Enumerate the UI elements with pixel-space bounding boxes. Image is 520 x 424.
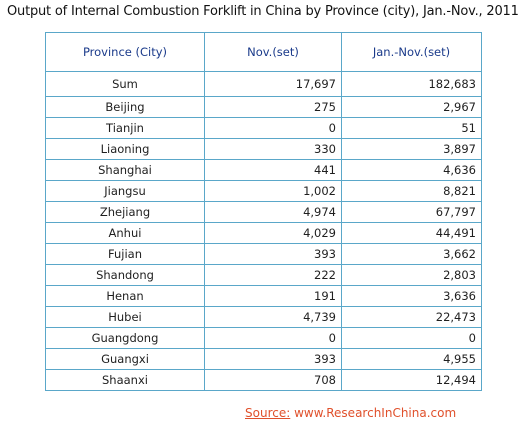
table-body: Sum 17,697 182,683 Beijing 275 2,967 Tianjin 0 5…: [45, 71, 482, 391]
province-cell: Sum: [45, 71, 205, 97]
nov-value-cell: 222: [204, 264, 342, 286]
table-row: Shandong 222 2,803: [45, 264, 482, 286]
source-label: Source:: [245, 406, 291, 420]
table-row: Zhejiang 4,974 67,797: [45, 201, 482, 223]
table-row: Hubei 4,739 22,473: [45, 306, 482, 328]
province-cell: Beijing: [45, 96, 205, 118]
province-cell: Jiangsu: [45, 180, 205, 202]
nov-value-cell: 393: [204, 243, 342, 265]
nov-value-cell: 4,974: [204, 201, 342, 223]
jan-nov-value-cell: 3,636: [341, 285, 482, 307]
table-row: Shaanxi 708 12,494: [45, 369, 482, 391]
table-row: Guangdong 0 0: [45, 327, 482, 349]
province-cell: Guangxi: [45, 348, 205, 370]
nov-value-cell: 191: [204, 285, 342, 307]
table-row: Shanghai 441 4,636: [45, 159, 482, 181]
table-row: Jiangsu 1,002 8,821: [45, 180, 482, 202]
jan-nov-value-cell: 0: [341, 327, 482, 349]
column-header-jan-nov: Jan.-Nov.(set): [341, 32, 482, 72]
table-row: Liaoning 330 3,897: [45, 138, 482, 160]
province-cell: Guangdong: [45, 327, 205, 349]
nov-value-cell: 441: [204, 159, 342, 181]
province-cell: Zhejiang: [45, 201, 205, 223]
jan-nov-value-cell: 44,491: [341, 222, 482, 244]
province-output-table: Province (City) Nov.(set) Jan.-Nov.(set)…: [45, 32, 482, 391]
source-note: Source: www.ResearchInChina.com: [245, 406, 456, 420]
nov-value-cell: 0: [204, 327, 342, 349]
table-row-sum: Sum 17,697 182,683: [45, 71, 482, 97]
nov-value-cell: 708: [204, 369, 342, 391]
nov-value-cell: 393: [204, 348, 342, 370]
jan-nov-value-cell: 4,636: [341, 159, 482, 181]
jan-nov-value-cell: 12,494: [341, 369, 482, 391]
nov-value-cell: 0: [204, 117, 342, 139]
province-cell: Tianjin: [45, 117, 205, 139]
table-row: Fujian 393 3,662: [45, 243, 482, 265]
jan-nov-value-cell: 3,662: [341, 243, 482, 265]
jan-nov-value-cell: 8,821: [341, 180, 482, 202]
jan-nov-value-cell: 67,797: [341, 201, 482, 223]
province-cell: Henan: [45, 285, 205, 307]
jan-nov-value-cell: 2,803: [341, 264, 482, 286]
column-header-nov: Nov.(set): [204, 32, 342, 72]
province-cell: Anhui: [45, 222, 205, 244]
source-url: www.ResearchInChina.com: [294, 406, 457, 420]
province-cell: Fujian: [45, 243, 205, 265]
table-row: Tianjin 0 51: [45, 117, 482, 139]
nov-value-cell: 4,029: [204, 222, 342, 244]
table-row: Henan 191 3,636: [45, 285, 482, 307]
table-row: Anhui 4,029 44,491: [45, 222, 482, 244]
nov-value-cell: 275: [204, 96, 342, 118]
jan-nov-value-cell: 3,897: [341, 138, 482, 160]
jan-nov-value-cell: 2,967: [341, 96, 482, 118]
nov-value-cell: 17,697: [204, 71, 342, 97]
jan-nov-value-cell: 182,683: [341, 71, 482, 97]
nov-value-cell: 4,739: [204, 306, 342, 328]
nov-value-cell: 330: [204, 138, 342, 160]
province-cell: Hubei: [45, 306, 205, 328]
table-row: Guangxi 393 4,955: [45, 348, 482, 370]
table-row: Beijing 275 2,967: [45, 96, 482, 118]
chart-title: Output of Internal Combustion Forklift i…: [7, 4, 519, 19]
province-cell: Shanghai: [45, 159, 205, 181]
province-cell: Shandong: [45, 264, 205, 286]
province-cell: Shaanxi: [45, 369, 205, 391]
jan-nov-value-cell: 51: [341, 117, 482, 139]
column-header-province: Province (City): [45, 32, 205, 72]
jan-nov-value-cell: 4,955: [341, 348, 482, 370]
province-cell: Liaoning: [45, 138, 205, 160]
jan-nov-value-cell: 22,473: [341, 306, 482, 328]
table-header-row: Province (City) Nov.(set) Jan.-Nov.(set): [45, 32, 482, 72]
nov-value-cell: 1,002: [204, 180, 342, 202]
